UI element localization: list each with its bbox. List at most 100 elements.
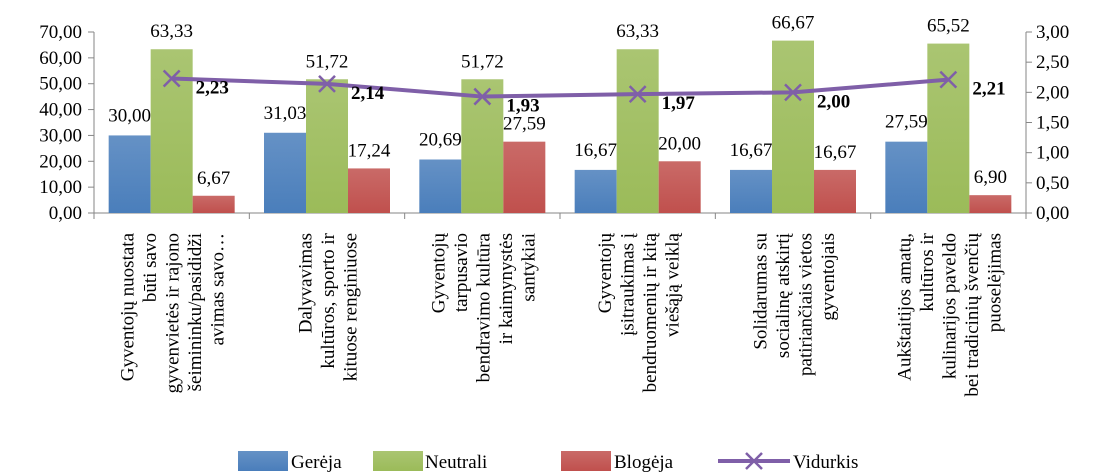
data-label: 63,33 <box>150 21 193 42</box>
data-label: 16,67 <box>574 140 617 161</box>
legend-marker-vidurkis <box>745 452 763 470</box>
bar-blogėja <box>658 161 701 213</box>
category-label: įsitraukimas į <box>617 233 638 336</box>
category-label: puoselėjimas <box>984 233 1005 332</box>
marker-vidurkis <box>784 83 802 102</box>
avg-data-label: 1,97 <box>662 93 696 114</box>
avg-data-label: 2,00 <box>817 91 850 112</box>
bar-gerėja <box>419 159 462 213</box>
data-label: 30,00 <box>108 105 151 126</box>
avg-data-label: 2,21 <box>972 79 1005 100</box>
y-right-tick-label: 3,00 <box>1036 22 1069 43</box>
data-label: 65,52 <box>927 16 970 37</box>
bar-gerėja <box>264 132 306 213</box>
bar-neutrali <box>150 49 193 213</box>
bar-blogėja <box>192 195 235 213</box>
y-left-tick-label: 0,00 <box>49 203 82 224</box>
bar-gerėja <box>108 135 151 213</box>
data-label: 6,67 <box>197 168 230 189</box>
avg-data-label: 1,93 <box>506 96 539 117</box>
category-label: ir kaimynystės <box>496 233 517 344</box>
y-right-tick-label: 0,00 <box>1036 203 1069 224</box>
category-label: Aukštaitijos amatų, <box>894 233 915 381</box>
bar-gerėja <box>885 141 928 213</box>
y-left-tick-label: 50,00 <box>39 74 82 95</box>
category-label: šeimininku/pasididži <box>185 233 206 391</box>
category-label: Gyventojų <box>595 233 616 314</box>
marker-vidurkis <box>939 70 958 89</box>
category-label: santykiai <box>518 233 539 302</box>
y-right-tick-label: 1,00 <box>1036 143 1069 164</box>
data-label: 16,67 <box>814 142 857 163</box>
legend-swatch-blogėja <box>561 451 611 471</box>
legend-swatch-neutrali <box>373 451 423 471</box>
data-label: 17,24 <box>348 140 391 161</box>
data-label: 6,90 <box>974 167 1007 188</box>
bar-blogėja <box>814 169 856 213</box>
data-label: 63,33 <box>616 21 659 42</box>
y-left-tick-label: 40,00 <box>39 100 82 121</box>
bar-blogėja <box>503 141 546 213</box>
marker-vidurkis <box>318 75 336 93</box>
data-label: 66,67 <box>772 13 815 34</box>
category-label: kituose renginiuose <box>341 233 362 381</box>
data-label: 27,59 <box>503 114 546 135</box>
y-left-tick-label: 70,00 <box>39 22 82 43</box>
y-right-tick-label: 2,50 <box>1036 52 1069 73</box>
category-label: Solidarumas su <box>750 233 771 350</box>
bar-neutrali <box>306 79 348 214</box>
data-label: 31,03 <box>264 103 307 124</box>
category-label: bendruomenių ir kitą <box>640 232 661 392</box>
bar-gerėja <box>574 169 617 213</box>
data-label: 27,59 <box>885 112 928 133</box>
y-left-tick-label: 30,00 <box>39 125 82 146</box>
category-label: patiriančiais vietos <box>795 233 816 376</box>
category-label: tarpusavio <box>451 233 472 312</box>
legend-swatch-gerėja <box>238 451 288 471</box>
bar-neutrali <box>927 43 970 213</box>
bar-blogėja <box>348 168 390 213</box>
category-label: kultūros ir <box>917 232 938 311</box>
category-label: Gyventojų <box>428 233 449 314</box>
data-label: 51,72 <box>461 51 504 72</box>
legend-label: Vidurkis <box>793 452 858 473</box>
marker-vidurkis <box>162 69 181 88</box>
y-left-tick-label: 10,00 <box>39 177 82 198</box>
line-vidurkis <box>171 76 949 99</box>
avg-data-label: 2,14 <box>351 83 385 104</box>
y-right-tick-label: 1,50 <box>1036 113 1069 134</box>
category-label: kultūros, sporto ir <box>318 232 339 368</box>
category-label: kulinarijos paveldo <box>939 233 960 379</box>
legend-label: Gerėja <box>291 452 342 473</box>
category-label: Gyventojų nuostata <box>118 232 139 381</box>
legend-label: Neutrali <box>425 452 487 473</box>
y-left-tick-label: 20,00 <box>39 151 82 172</box>
avg-data-label: 2,23 <box>196 77 229 98</box>
bar-neutrali <box>461 79 504 214</box>
bar-neutrali <box>772 40 814 213</box>
category-label: avimas savo… <box>208 233 229 345</box>
category-label: gyvenvietės ir rajono <box>163 233 184 393</box>
category-label: gyventojais <box>818 233 839 321</box>
bar-blogėja <box>969 195 1012 213</box>
category-label: bendravimo kultūra <box>473 232 494 382</box>
bar-neutrali <box>616 49 659 213</box>
y-left-tick-label: 60,00 <box>39 48 82 69</box>
data-label: 20,69 <box>419 130 462 151</box>
category-label: viešąją veiklą <box>662 232 683 336</box>
bar-gerėja <box>730 169 772 213</box>
data-label: 16,67 <box>730 140 773 161</box>
marker-vidurkis <box>473 87 492 106</box>
category-label: būti savo <box>140 233 161 302</box>
category-label: Dalyvavimas <box>296 233 317 333</box>
y-right-tick-label: 0,50 <box>1036 173 1069 194</box>
category-label: socialinę atskirtį <box>773 233 794 358</box>
category-label: bei tradicinių švenčių <box>962 233 983 397</box>
y-right-tick-label: 2,00 <box>1036 82 1069 103</box>
data-label: 51,72 <box>306 51 349 72</box>
marker-vidurkis <box>628 85 647 104</box>
legend-label: Blogėja <box>614 452 674 473</box>
data-label: 20,00 <box>658 133 701 154</box>
